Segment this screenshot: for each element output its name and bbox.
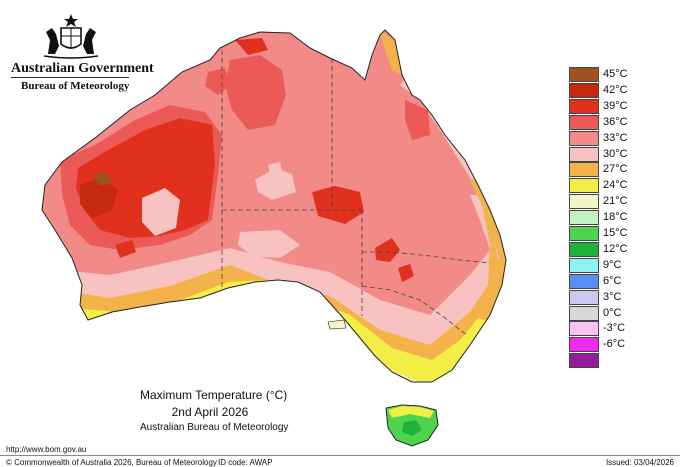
legend-label: 6°C (603, 274, 622, 287)
footer-divider (0, 455, 680, 456)
legend-swatch (569, 194, 599, 210)
map-agency: Australian Bureau of Meteorology (140, 422, 289, 433)
issued-date: Issued: 03/04/2026 (605, 458, 674, 467)
coat-of-arms-icon (43, 14, 99, 59)
legend-swatch (569, 337, 599, 353)
bureau-name: Bureau of Meteorology (21, 80, 130, 92)
legend-swatch (569, 210, 599, 226)
legend-swatch (569, 241, 599, 257)
legend-label: 21°C (603, 195, 628, 208)
legend-label: 42°C (603, 83, 628, 96)
coastline (41, 29, 507, 383)
map-title: Maximum Temperature (°C) (140, 388, 288, 402)
map-date: 2nd April 2026 (171, 405, 249, 419)
legend-swatch (569, 178, 599, 194)
legend-swatch (569, 114, 599, 130)
legend-swatch (569, 321, 599, 337)
legend-label: -6°C (603, 338, 626, 351)
legend-label: 12°C (603, 242, 628, 255)
legend-swatch (569, 130, 599, 146)
legend-label: 45°C (603, 68, 628, 80)
legend-label: 9°C (603, 258, 622, 271)
legend-label: -3°C (603, 322, 626, 335)
legend-swatch (569, 98, 599, 114)
legend-swatch (569, 67, 599, 82)
legend-swatch (569, 82, 599, 98)
state-borders (221, 50, 491, 337)
tasmania (385, 404, 439, 447)
legend-swatch (569, 289, 599, 305)
website-link[interactable]: http://www.bom.gov.au (6, 445, 87, 454)
legend-swatch (569, 353, 599, 369)
legend-label: 36°C (603, 115, 628, 128)
government-name: Australian Government (11, 61, 154, 76)
copyright-notice: © Commonwealth of Australia 2026, Bureau… (6, 458, 217, 467)
legend-swatch (569, 305, 599, 321)
legend-swatch (569, 226, 599, 241)
legend-label: 18°C (603, 211, 628, 224)
legend-label: 15°C (603, 227, 628, 239)
legend-label: 24°C (603, 179, 628, 192)
id-code: ID code: AWAP (218, 458, 273, 467)
legend-label: 39°C (603, 99, 628, 112)
legend-swatch (569, 162, 599, 178)
legend-label: 3°C (603, 290, 622, 303)
legend-swatch (569, 273, 599, 289)
legend-swatch (569, 257, 599, 273)
kangaroo-island (327, 319, 347, 330)
legend-label: 33°C (603, 131, 628, 144)
legend-label: 30°C (603, 147, 628, 160)
legend-swatch (569, 146, 599, 162)
legend-label: 0°C (603, 306, 622, 319)
legend-label: 27°C (603, 163, 628, 176)
header-divider (11, 77, 129, 78)
